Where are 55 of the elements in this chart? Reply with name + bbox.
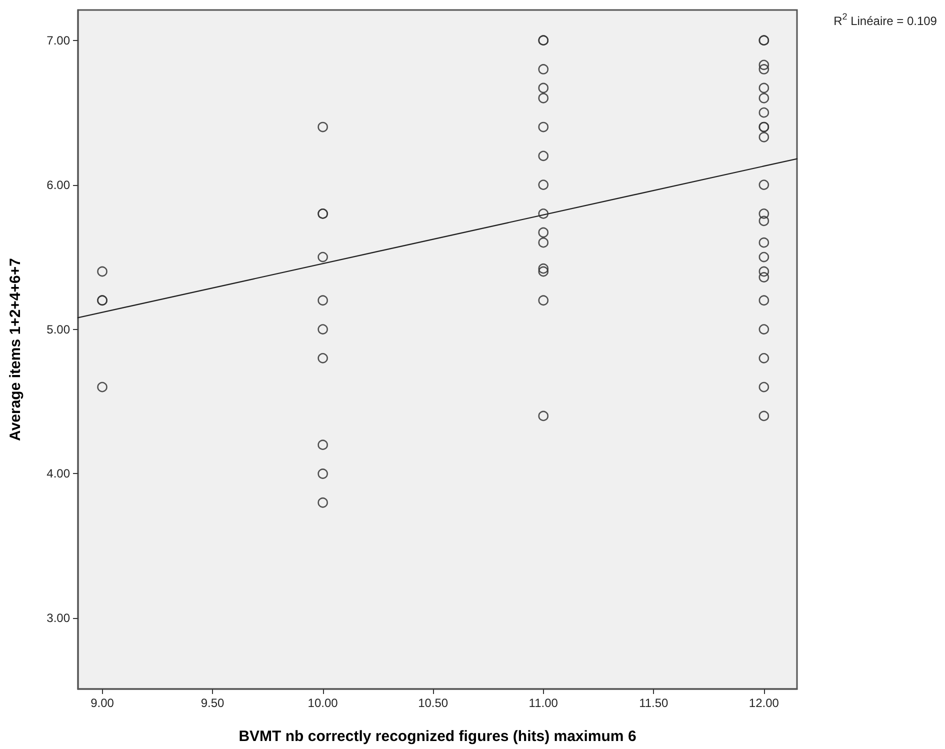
point xyxy=(538,150,549,162)
x-tick-label: 9.50 xyxy=(200,696,225,710)
point xyxy=(318,468,328,479)
point xyxy=(538,295,549,306)
point xyxy=(758,92,770,104)
point xyxy=(758,216,770,226)
point xyxy=(758,410,770,422)
point xyxy=(758,180,770,190)
x-tick-label: 11.00 xyxy=(528,696,558,710)
point xyxy=(318,252,328,262)
x-tick-label: 10.50 xyxy=(418,696,448,710)
y-tick-label: 5.00 xyxy=(46,322,70,336)
point xyxy=(318,497,328,508)
point xyxy=(318,353,328,364)
point xyxy=(758,382,770,392)
point xyxy=(538,237,549,248)
point xyxy=(758,324,770,334)
x-tick-label: 12.00 xyxy=(748,696,780,710)
point xyxy=(538,266,549,277)
point xyxy=(758,295,770,306)
point xyxy=(758,272,770,282)
point xyxy=(538,180,549,190)
point xyxy=(318,122,328,132)
point xyxy=(758,252,770,262)
point xyxy=(538,82,549,94)
point xyxy=(538,64,549,74)
y-axis-title: Average items 1+2+4+6+7 xyxy=(7,258,24,441)
point xyxy=(318,295,328,306)
point xyxy=(758,60,770,70)
point xyxy=(97,266,108,277)
y-tick-label: 3.00 xyxy=(46,611,70,626)
point xyxy=(758,353,770,364)
y-tick-label: 4.00 xyxy=(46,466,70,481)
point xyxy=(758,208,770,219)
point xyxy=(538,122,549,132)
point xyxy=(538,263,549,274)
x-axis-title: BVMT nb correctly recognized figures (hits) maximum 6 xyxy=(238,728,636,745)
point xyxy=(758,64,770,74)
x-tick-label: 10.00 xyxy=(308,696,338,710)
y-tick-label: 7.00 xyxy=(46,33,70,48)
point xyxy=(538,410,549,422)
point xyxy=(758,132,770,142)
point xyxy=(318,440,328,450)
point xyxy=(758,107,770,118)
x-tick-label: 11.50 xyxy=(639,696,669,710)
x-tick-label: 9.00 xyxy=(90,696,114,710)
y-tick-label: 6.00 xyxy=(46,178,70,192)
point xyxy=(758,82,770,94)
point xyxy=(538,208,549,219)
point xyxy=(758,237,770,248)
point xyxy=(538,92,549,104)
point xyxy=(758,266,770,277)
point xyxy=(538,227,549,238)
point xyxy=(97,382,108,392)
point xyxy=(318,324,328,334)
